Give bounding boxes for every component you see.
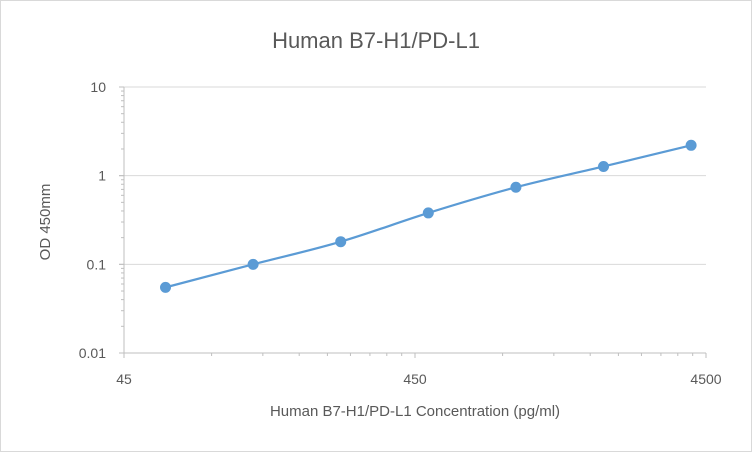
y-tick-label-1: 1	[98, 168, 106, 184]
data-point-0-4	[510, 181, 522, 193]
y-tick-label-0: 10	[90, 79, 106, 95]
series-group	[160, 139, 697, 293]
x-tick-label-1: 450	[403, 371, 427, 387]
data-point-0-0	[160, 281, 172, 293]
grid-lines	[124, 86, 706, 265]
data-point-0-6	[685, 139, 697, 151]
data-point-0-3	[422, 207, 434, 219]
x-axis-title: Human B7-H1/PD-L1 Concentration (pg/ml)	[270, 403, 560, 420]
x-tick-label-2: 4500	[690, 371, 721, 387]
axes	[119, 86, 707, 358]
x-tick-label-0: 45	[116, 371, 132, 387]
tick-labels: 10 1 0.1 0.01 45 450 4500	[79, 79, 722, 387]
data-point-0-2	[335, 236, 347, 248]
chart-title: Human B7-H1/PD-L1	[272, 28, 480, 53]
y-tick-label-3: 0.01	[79, 345, 106, 361]
data-point-0-5	[598, 160, 610, 172]
data-point-0-1	[247, 258, 259, 270]
y-axis-title: OD 450mm	[37, 184, 54, 261]
y-tick-label-2: 0.1	[87, 256, 107, 272]
